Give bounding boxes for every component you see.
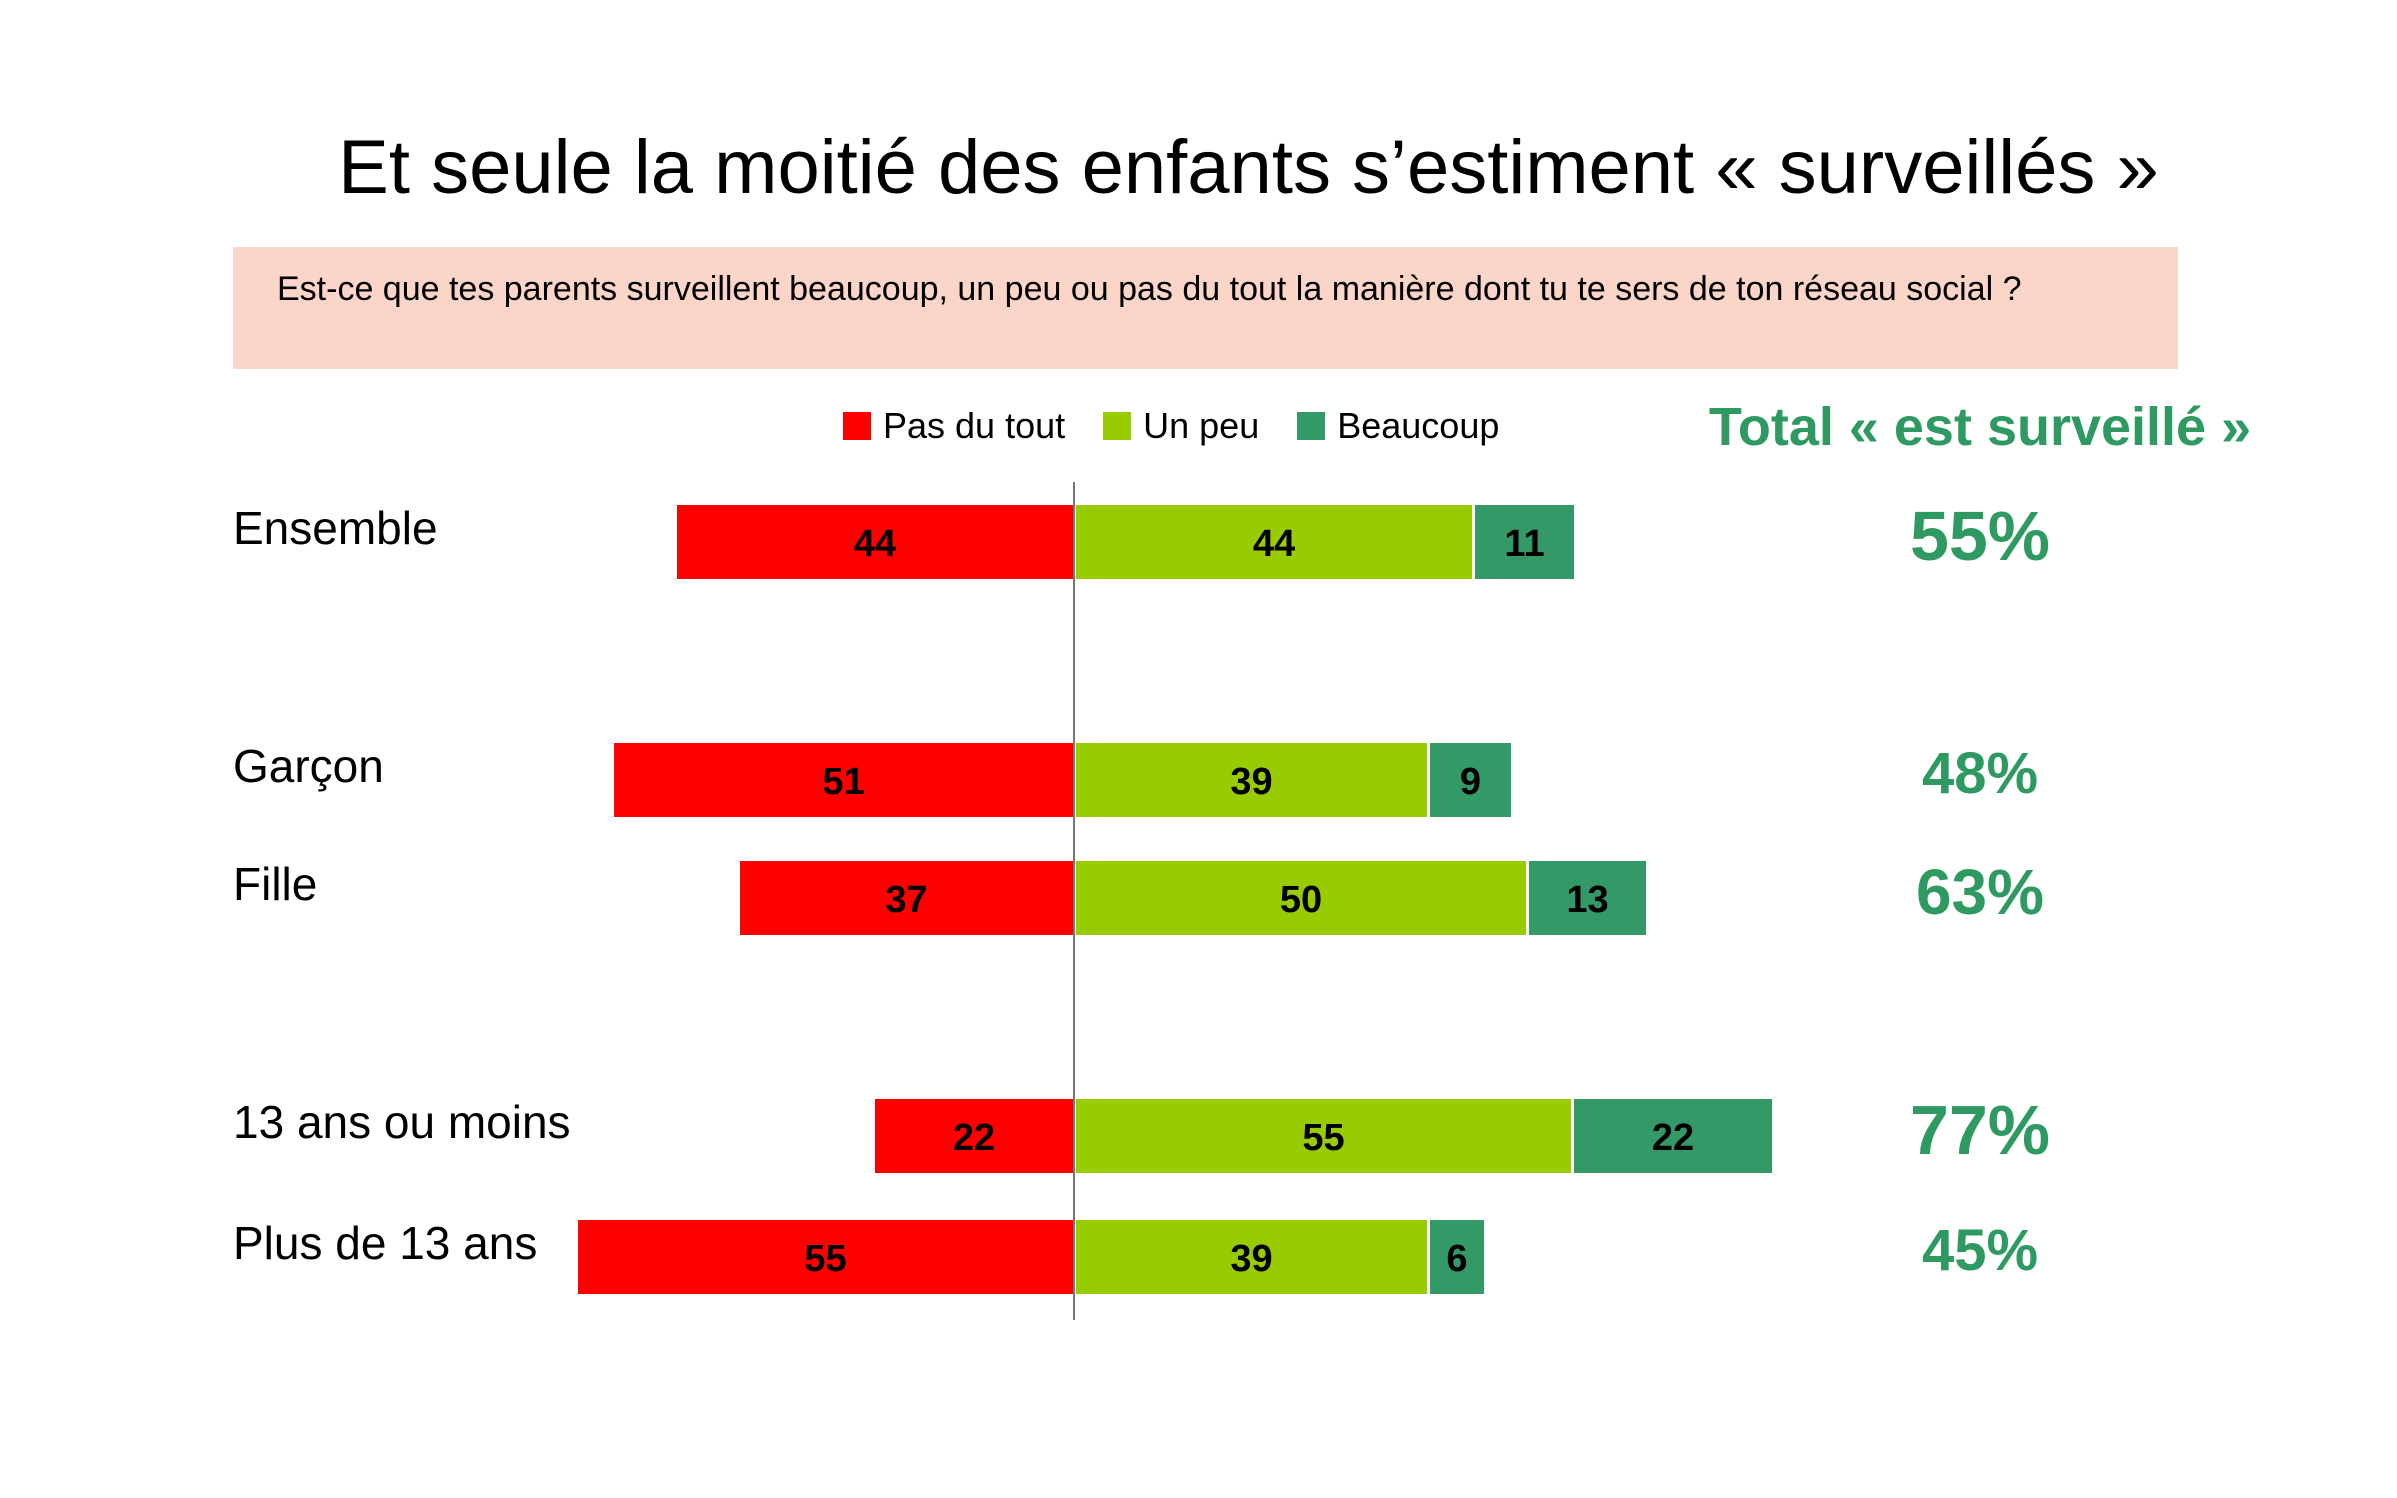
- legend: Pas du tout Un peu Beaucoup: [843, 398, 1537, 454]
- row-label-13-ans-ou-moins: 13 ans ou moins: [233, 1096, 571, 1148]
- bar-un-peu-fille: [1076, 861, 1526, 935]
- data-label-pas-du-tout-garcon: 51: [822, 761, 864, 803]
- total-value-13-ans-ou-moins: 77%: [1909, 1091, 2051, 1169]
- row-label-ensemble: Ensemble: [233, 502, 438, 554]
- question-text: Est-ce que tes parents surveillent beauc…: [277, 270, 2022, 308]
- bar-pas-du-tout-fille: [740, 861, 1073, 935]
- data-label-beaucoup-ensemble: 11: [1504, 523, 1544, 565]
- data-label-pas-du-tout-fille: 37: [885, 879, 927, 921]
- legend-swatch-un-peu: [1103, 412, 1132, 440]
- legend-swatch-pas-du-tout: [843, 412, 871, 440]
- bar-pas-du-tout-ensemble: [677, 505, 1073, 579]
- legend-label-un-peu: Un peu: [1143, 405, 1260, 446]
- bar-beaucoup-13-ans-ou-moins: [1574, 1099, 1772, 1173]
- question-box: Est-ce que tes parents surveillent beauc…: [233, 247, 2178, 369]
- bar-pas-du-tout-13-ans-ou-moins: [875, 1099, 1073, 1173]
- total-value-fille: 63%: [1915, 856, 2045, 928]
- chart-title: Et seule la moitié des enfants s’estimen…: [338, 125, 2159, 210]
- legend-item-un-peu: Un peu: [1103, 405, 1259, 447]
- bar-pas-du-tout-plus-de-13-ans: [578, 1220, 1073, 1294]
- data-label-un-peu-13-ans-ou-moins: 55: [1302, 1117, 1344, 1159]
- row-label-plus-de-13-ans: Plus de 13 ans: [233, 1217, 538, 1269]
- legend-item-pas-du-tout: Pas du tout: [843, 405, 1065, 447]
- bar-beaucoup-plus-de-13-ans: [1430, 1220, 1484, 1294]
- legend-swatch-beaucoup: [1297, 412, 1326, 440]
- data-label-un-peu-fille: 50: [1280, 879, 1322, 921]
- data-label-pas-du-tout-plus-de-13-ans: 55: [804, 1238, 846, 1280]
- bar-beaucoup-fille: [1529, 861, 1646, 935]
- data-label-beaucoup-fille: 13: [1566, 879, 1608, 921]
- data-label-beaucoup-garcon: 9: [1460, 761, 1481, 803]
- total-value-garcon: 48%: [1921, 741, 2039, 806]
- bar-pas-du-tout-garcon: [614, 743, 1073, 817]
- data-label-un-peu-plus-de-13-ans: 39: [1230, 1238, 1272, 1280]
- data-label-beaucoup-13-ans-ou-moins: 22: [1652, 1117, 1694, 1159]
- total-value-plus-de-13-ans: 45%: [1921, 1218, 2039, 1283]
- bar-un-peu-plus-de-13-ans: [1076, 1220, 1427, 1294]
- bar-un-peu-13-ans-ou-moins: [1076, 1099, 1571, 1173]
- bar-un-peu-garcon: [1076, 743, 1427, 817]
- bar-un-peu-ensemble: [1076, 505, 1472, 579]
- legend-label-beaucoup: Beaucoup: [1337, 405, 1500, 446]
- row-label-garcon: Garçon: [233, 740, 384, 792]
- legend-label-pas-du-tout: Pas du tout: [883, 405, 1066, 446]
- legend-item-beaucoup: Beaucoup: [1297, 405, 1499, 447]
- total-header: Total « est surveillé »: [1708, 397, 2252, 457]
- data-label-un-peu-ensemble: 44: [1253, 523, 1295, 565]
- bar-beaucoup-ensemble: [1475, 505, 1574, 579]
- bar-beaucoup-garcon: [1430, 743, 1511, 817]
- data-label-un-peu-garcon: 39: [1230, 761, 1272, 803]
- total-value-ensemble: 55%: [1909, 497, 2051, 575]
- data-label-pas-du-tout-ensemble: 44: [854, 523, 896, 565]
- row-label-fille: Fille: [233, 858, 318, 910]
- data-label-pas-du-tout-13-ans-ou-moins: 22: [953, 1117, 995, 1159]
- data-label-beaucoup-plus-de-13-ans: 6: [1446, 1238, 1467, 1280]
